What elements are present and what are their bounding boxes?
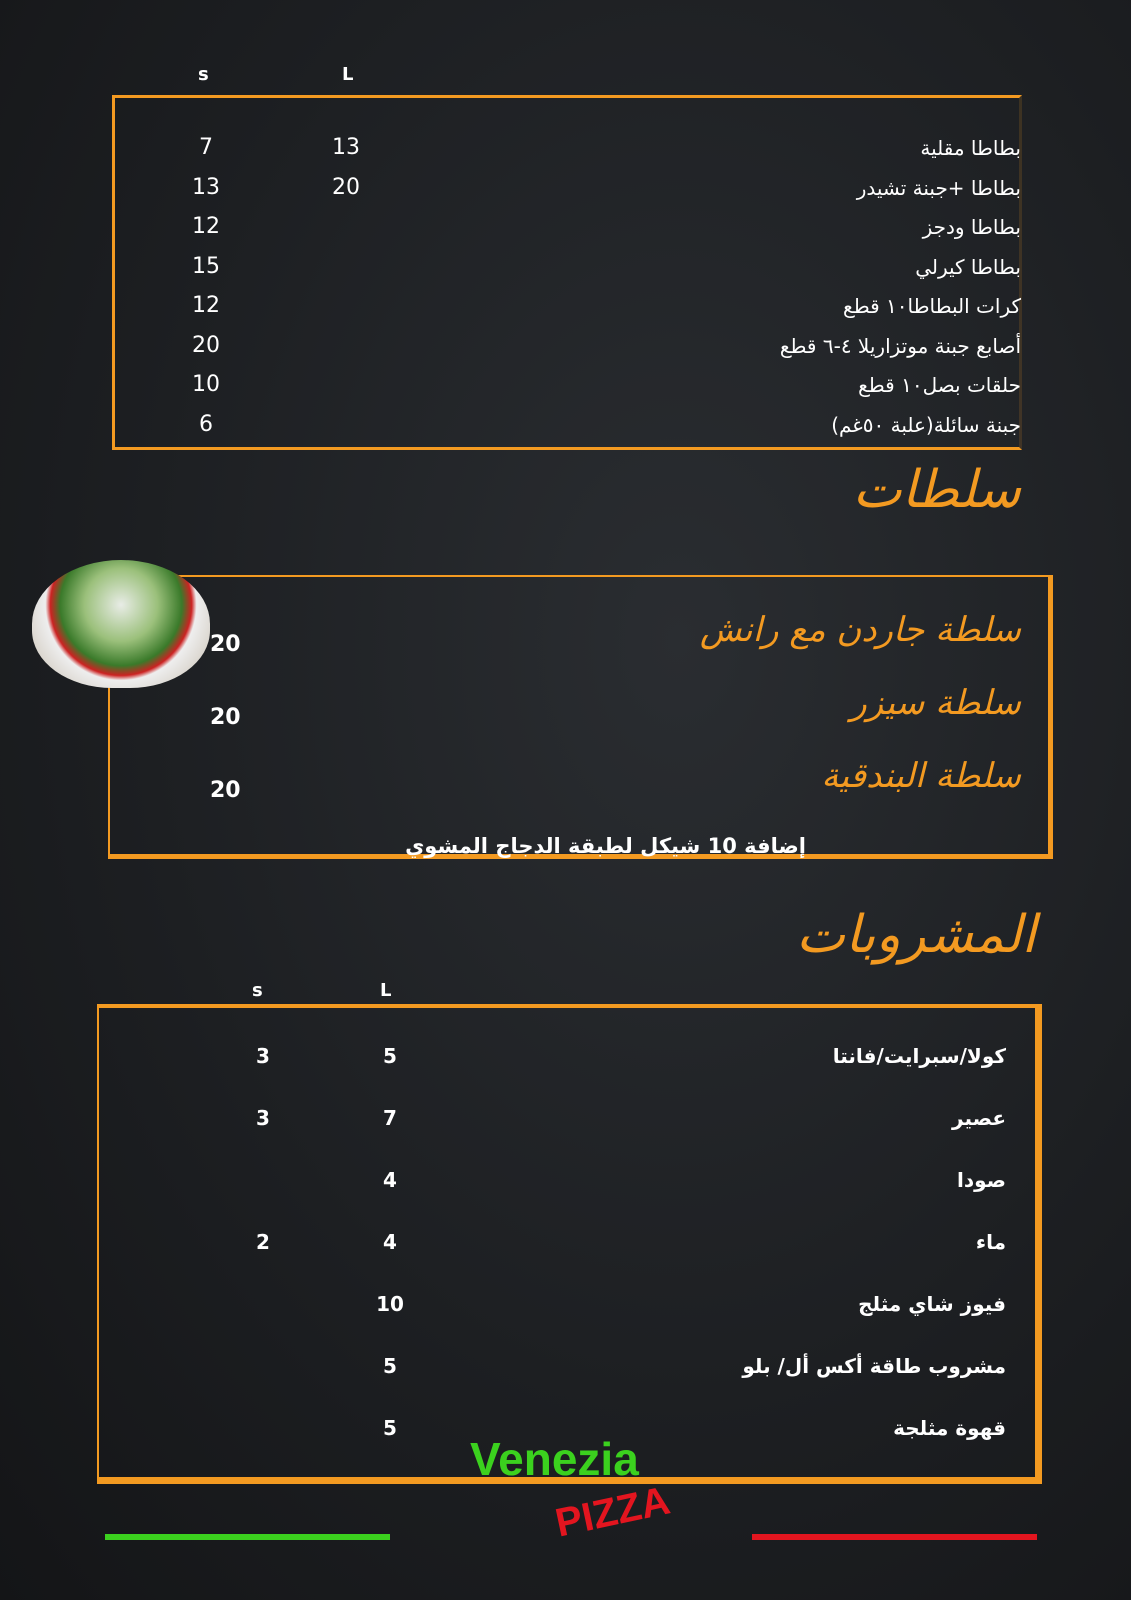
drinks-col-l-header: L: [380, 980, 392, 1001]
drink-item-price-l: 7: [383, 1106, 397, 1130]
salad-item-price: 20: [210, 778, 241, 803]
col-s-header: s: [198, 64, 209, 85]
drink-item-name: عصير: [952, 1106, 1006, 1130]
fries-item-price-s: 6: [199, 411, 213, 437]
drink-item-price-l: 4: [383, 1168, 397, 1192]
drink-item-name: قهوة مثلجة: [893, 1416, 1006, 1440]
drink-item-price-s: 2: [256, 1230, 270, 1254]
salad-item-price: 20: [210, 705, 241, 730]
drink-item-price-s: 3: [256, 1106, 270, 1130]
fries-item-name: بطاطا مقلية: [920, 136, 1021, 160]
drink-item-name: مشروب طاقة أكس أل/ بلو: [742, 1354, 1006, 1378]
drink-item-price-l: 4: [383, 1230, 397, 1254]
fries-item-name: أصابع جبنة موتزاريلا ٤-٦ قطع: [779, 333, 1021, 358]
fries-item-name: جبنة سائلة(علبة ٥٠غم): [831, 412, 1021, 437]
logo-brand: Venezia: [470, 1433, 639, 1485]
fries-item-price-s: 12: [192, 214, 220, 239]
fries-item-name: بطاطا ودجز: [922, 215, 1021, 239]
fries-frame: [112, 95, 1022, 450]
salad-item-name: سلطة البندقية: [821, 756, 1021, 796]
salad-item-name: سلطة جاردن مع رانش: [699, 610, 1021, 650]
drink-item-price-l: 5: [383, 1416, 397, 1440]
drink-item-name: كولا/سبرايت/فانتا: [832, 1044, 1006, 1068]
fries-item-name: حلقات بصل١٠ قطع: [858, 373, 1021, 397]
drink-item-price-l: 10: [376, 1292, 404, 1316]
drinks-title: المشروبات: [796, 905, 1036, 965]
drink-item-name: فيوز شاي مثلج: [858, 1292, 1006, 1316]
salads-title: سلطات: [852, 460, 1021, 520]
fries-item-price-l: 13: [332, 135, 360, 160]
logo-bar: [470, 1478, 680, 1483]
drink-item-price-s: 3: [256, 1044, 270, 1068]
drink-item-price-l: 5: [383, 1044, 397, 1068]
salad-item-price: 20: [210, 632, 241, 657]
col-l-header: L: [342, 64, 354, 85]
red-line: [752, 1534, 1037, 1540]
salad-bowl-image: [32, 560, 210, 688]
drink-item-price-l: 5: [383, 1354, 397, 1378]
fries-item-name: بطاطا +جبنة تشيدر: [856, 175, 1021, 200]
drink-item-name: صودا: [957, 1168, 1006, 1192]
fries-item-price-l: 20: [332, 174, 360, 200]
fries-item-price-s: 12: [192, 293, 220, 318]
drinks-col-s-header: s: [252, 980, 263, 1001]
drink-item-name: ماء: [975, 1230, 1006, 1254]
salads-frame: [108, 575, 1053, 859]
fries-item-name: كرات البطاطا١٠ قطع: [843, 294, 1021, 318]
green-line: [105, 1534, 390, 1540]
fries-item-price-s: 20: [192, 332, 220, 358]
fries-item-price-s: 13: [192, 174, 220, 200]
logo-sub: Pizza: [551, 1478, 674, 1546]
fries-item-price-s: 15: [192, 253, 220, 279]
fries-item-price-s: 7: [199, 135, 213, 160]
fries-item-price-s: 10: [192, 372, 220, 397]
salad-item-name: سلطة سيزر: [850, 683, 1021, 723]
fries-item-name: بطاطا كيرلي: [915, 254, 1021, 279]
salads-note: إضافة 10 شيكل لطبقة الدجاج المشوي: [405, 834, 806, 858]
